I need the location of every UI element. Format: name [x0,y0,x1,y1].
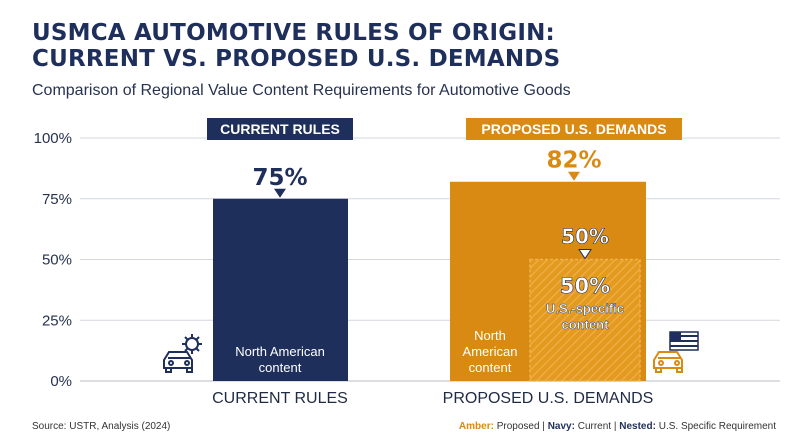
y-tick-label: 100% [34,130,72,147]
legend-navy-key: Navy: [547,421,575,432]
nested-data-label-pointer [578,249,592,260]
bar-inner-label: North American [235,344,325,359]
legend-note: Amber: Proposed | Navy: Current | Nested… [459,421,776,432]
nested-bar [529,258,641,382]
bar-inner-label: North [474,328,506,343]
x-tick-label: CURRENT RULES [212,390,348,407]
data-label-pointer [568,171,580,181]
nested-data-label: 50% [561,225,609,249]
nested-inner-label: content [562,317,610,332]
x-tick-label: PROPOSED U.S. DEMANDS [443,390,654,407]
category-header-label: PROPOSED U.S. DEMANDS [481,121,666,137]
chart-title: USMCA AUTOMOTIVE RULES OF ORIGIN: CURREN… [32,20,560,72]
y-tick-label: 75% [42,191,72,208]
y-tick-label: 0% [50,373,72,390]
bar-inner-label: content [469,360,512,375]
data-label: 82% [546,148,601,174]
data-label-pointer [274,188,286,198]
chart-title-line-1: USMCA AUTOMOTIVE RULES OF ORIGIN: [32,20,555,46]
y-tick-label: 50% [42,252,72,269]
bar [213,198,348,381]
category-header-badge [466,118,682,140]
chart-subtitle: Comparison of Regional Value Content Req… [32,82,571,99]
legend-amber-value: Proposed [496,421,540,432]
category-header-label: CURRENT RULES [220,121,340,137]
car-us-flag-icon [653,331,699,373]
legend-nested-value: U.S. Specific Requirement [658,421,776,432]
legend-navy-value: Current [577,421,612,432]
legend-amber-key: Amber: [458,421,494,432]
car-gear-icon [163,334,202,373]
chart-title-line-2: CURRENT VS. PROPOSED U.S. DEMANDS [32,46,561,72]
legend-separator: | [542,421,545,432]
bar-inner-label: content [259,360,302,375]
data-label: 75% [252,165,307,191]
nested-inner-label: U.S.-specific [546,301,624,316]
nested-inner-value: 50% [560,274,610,298]
bar-inner-label: American [463,344,518,359]
y-tick-label: 25% [42,312,72,329]
legend-nested-key: Nested: [619,421,656,432]
category-header-badge [207,118,353,140]
legend-separator: | [613,421,617,432]
source-note: Source: USTR, Analysis (2024) [32,421,171,432]
